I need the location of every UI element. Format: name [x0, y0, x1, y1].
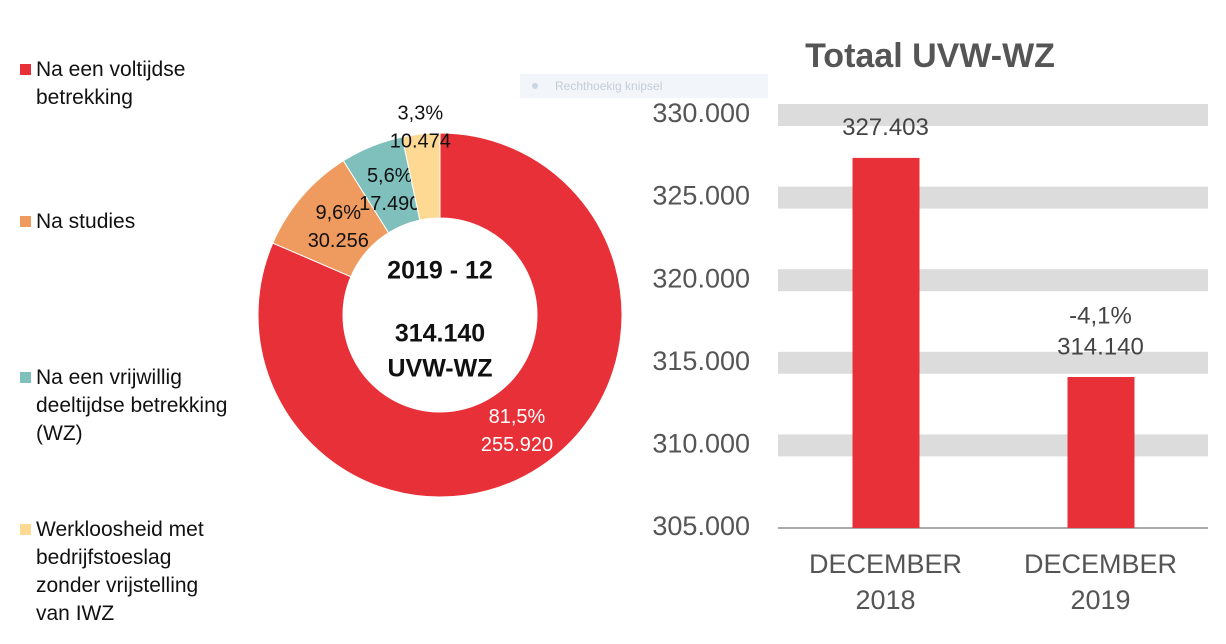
grid-band: [778, 269, 1208, 292]
snip-box: [520, 74, 768, 98]
value-label: 255.920: [481, 434, 553, 456]
center-label: 2019 - 12: [387, 257, 493, 285]
bar-title: Totaal UVW-WZ: [805, 37, 1055, 75]
snip-dot: [532, 83, 538, 89]
legend-label: Na studies: [36, 210, 136, 233]
y-tick-label: 325.000: [652, 181, 750, 211]
percent-label: 5,6%: [367, 165, 413, 187]
change-label: -4,1%: [1069, 302, 1132, 329]
legend-swatch: [20, 64, 31, 75]
legend-swatch: [20, 216, 31, 227]
center-label: UVW-WZ: [387, 355, 492, 383]
snip-label: Rechthoekig knipsel: [555, 79, 662, 93]
y-tick-label: 305.000: [652, 511, 750, 541]
percent-label: 81,5%: [489, 406, 546, 428]
grid-band: [778, 434, 1208, 457]
grid-band: [778, 104, 1208, 126]
legend-label: Na een voltijdse betrekking: [36, 58, 186, 109]
value-label: 17.490: [359, 193, 420, 215]
y-tick-label: 330.000: [652, 98, 750, 128]
bar: [852, 157, 920, 528]
value-label: 10.474: [390, 130, 451, 152]
value-label: 327.403: [842, 114, 929, 141]
grid-band: [778, 186, 1208, 209]
y-tick-label: 320.000: [652, 263, 750, 293]
legend-swatch: [20, 372, 31, 383]
bar: [1067, 377, 1135, 528]
legend-label: Werkloosheid met bedrijfstoeslag zonder …: [36, 518, 204, 625]
center-label: 314.140: [395, 320, 485, 348]
donut-slice: [401, 132, 441, 221]
percent-label: 3,3%: [398, 102, 444, 124]
y-tick-label: 310.000: [652, 429, 750, 459]
value-label: 30.256: [308, 230, 369, 252]
x-tick-label: DECEMBER 2018: [808, 549, 963, 615]
donut-slice: [257, 132, 623, 498]
x-tick-label: DECEMBER 2019: [1023, 549, 1178, 615]
value-label: 314.140: [1057, 333, 1144, 360]
legend-swatch: [20, 524, 31, 535]
percent-label: 9,6%: [315, 202, 361, 224]
y-tick-label: 315.000: [652, 346, 750, 376]
legend-label: Na een vrijwillig deeltijdse betrekking …: [36, 366, 228, 445]
